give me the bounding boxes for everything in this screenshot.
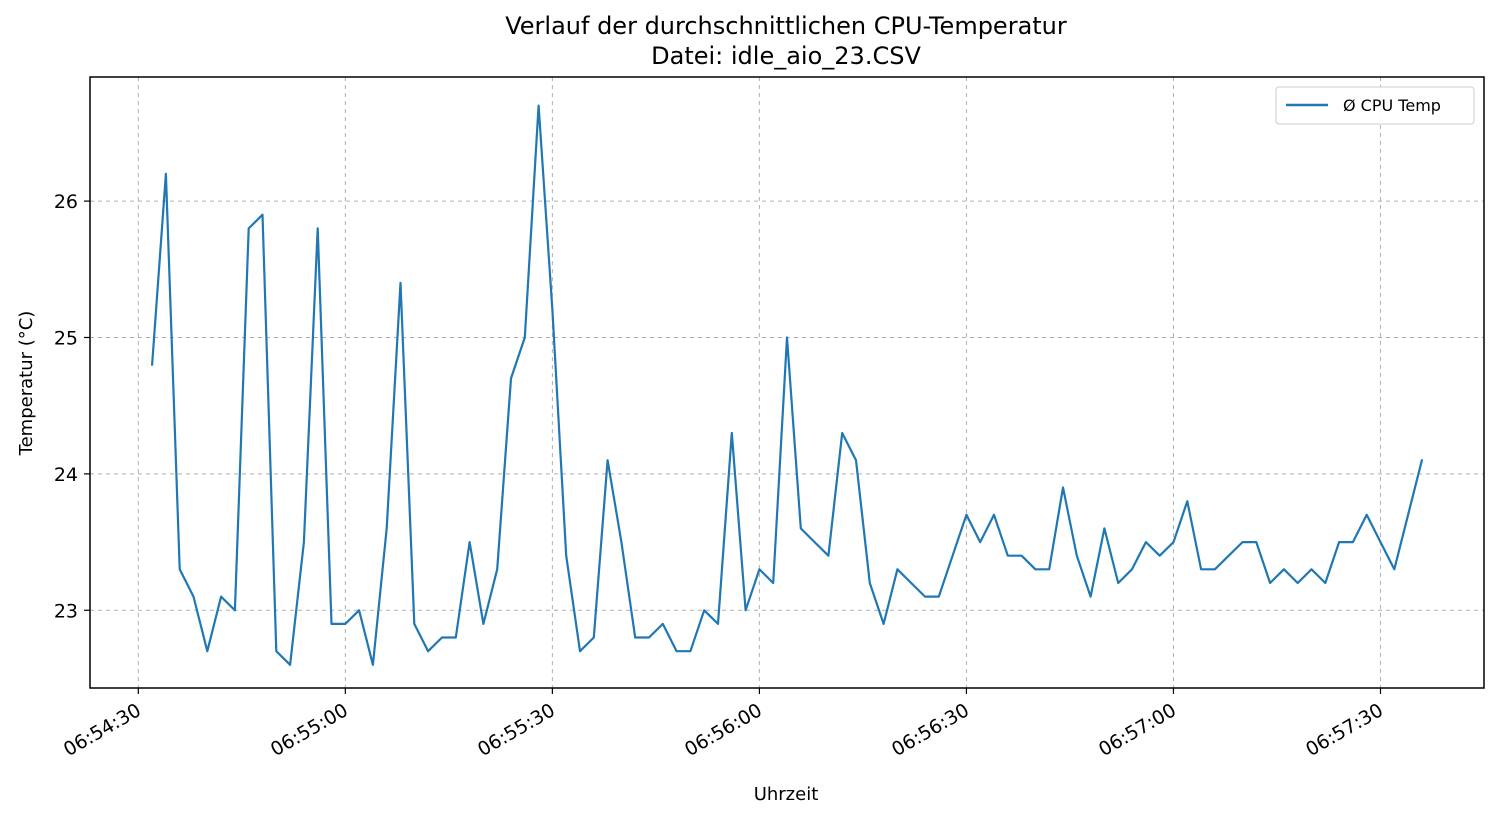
legend: Ø CPU Temp xyxy=(1275,86,1475,125)
chart-title: Verlauf der durchschnittlichen CPU-Tempe… xyxy=(505,12,1067,40)
chart-subtitle: Datei: idle_aio_23.CSV xyxy=(651,42,921,70)
legend-box xyxy=(1275,86,1475,125)
y-tick-label: 26 xyxy=(54,191,78,213)
series-line-cpu-temp xyxy=(151,104,1424,666)
y-tick-label: 25 xyxy=(54,327,78,349)
y-axis-ticks: 23 24 25 26 xyxy=(54,191,90,622)
line-layer xyxy=(151,104,1424,666)
plot-area-frame xyxy=(89,76,1485,689)
y-tick-label: 23 xyxy=(54,600,78,622)
legend-label: Ø CPU Temp xyxy=(1343,96,1441,115)
y-axis-label: Temperatur (°C) xyxy=(16,311,37,457)
y-tick-label: 24 xyxy=(54,464,78,486)
x-axis-label: Uhrzeit xyxy=(754,784,819,805)
